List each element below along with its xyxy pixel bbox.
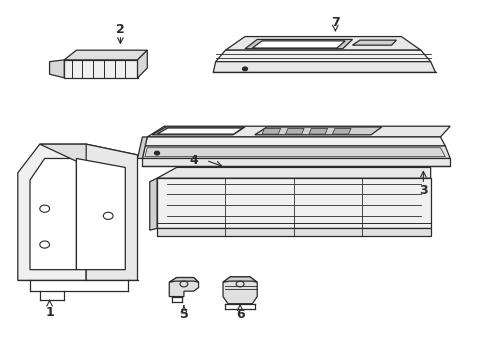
Polygon shape	[157, 167, 431, 178]
Polygon shape	[286, 129, 304, 134]
Polygon shape	[64, 50, 147, 60]
Polygon shape	[169, 278, 198, 297]
Polygon shape	[157, 128, 243, 134]
Polygon shape	[169, 278, 198, 282]
Text: 7: 7	[331, 16, 340, 29]
Polygon shape	[30, 158, 76, 270]
Text: 4: 4	[189, 154, 198, 167]
Polygon shape	[143, 158, 450, 166]
Polygon shape	[157, 228, 431, 235]
Polygon shape	[245, 40, 352, 49]
Polygon shape	[147, 126, 450, 137]
Text: 3: 3	[419, 184, 428, 197]
Polygon shape	[145, 148, 445, 157]
Polygon shape	[262, 129, 281, 134]
Polygon shape	[64, 60, 138, 78]
Polygon shape	[152, 127, 245, 135]
Polygon shape	[223, 277, 257, 282]
Text: 6: 6	[236, 308, 245, 321]
Circle shape	[155, 151, 159, 155]
Polygon shape	[18, 144, 86, 280]
Polygon shape	[255, 127, 382, 135]
Polygon shape	[223, 277, 257, 304]
Polygon shape	[216, 50, 431, 62]
Text: 5: 5	[179, 308, 188, 321]
Polygon shape	[157, 178, 431, 228]
Polygon shape	[49, 60, 64, 78]
Polygon shape	[138, 137, 147, 158]
Text: 2: 2	[116, 23, 125, 36]
Polygon shape	[252, 41, 345, 48]
Polygon shape	[150, 178, 157, 230]
Text: 1: 1	[45, 306, 54, 319]
Polygon shape	[332, 129, 351, 134]
Polygon shape	[138, 50, 147, 78]
Polygon shape	[76, 158, 125, 270]
Circle shape	[243, 67, 247, 71]
Polygon shape	[213, 62, 436, 72]
Polygon shape	[143, 146, 450, 158]
Polygon shape	[145, 137, 445, 146]
Polygon shape	[309, 129, 328, 134]
Polygon shape	[225, 37, 421, 50]
Polygon shape	[40, 144, 138, 169]
Polygon shape	[86, 144, 138, 280]
Polygon shape	[352, 40, 396, 45]
